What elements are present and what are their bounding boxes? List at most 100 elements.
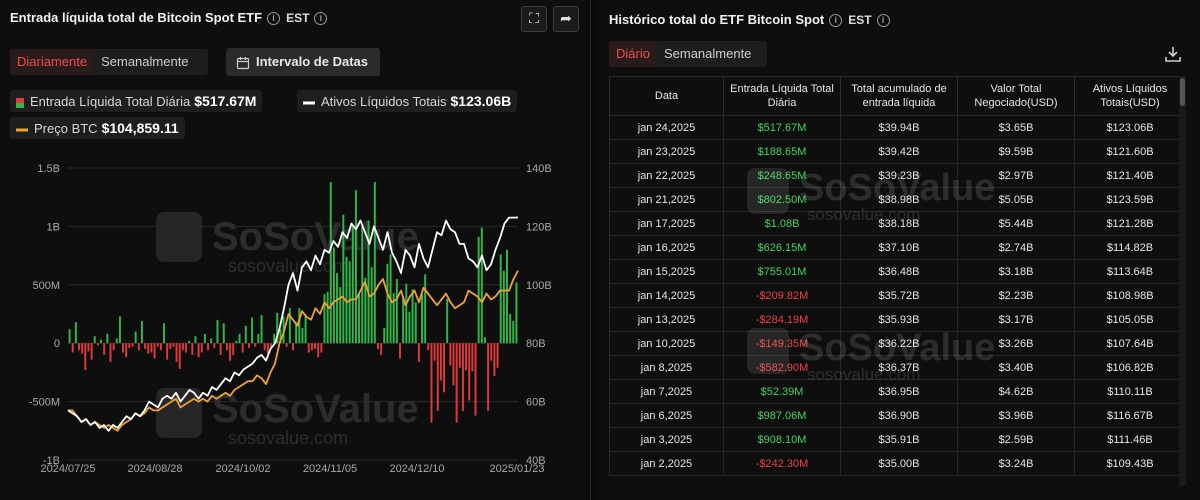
inflow-bar[interactable]	[96, 343, 99, 346]
inflow-bar[interactable]	[424, 274, 427, 344]
inflow-bar[interactable]	[376, 343, 379, 350]
col-header[interactable]: Entrada Líquida Total Diária	[723, 76, 841, 116]
inflow-bar[interactable]	[496, 343, 499, 368]
tab-daily[interactable]: Diário	[609, 41, 657, 67]
inflow-bar[interactable]	[222, 323, 225, 344]
table-row[interactable]: jan 8,2025 -$582.90M $36.37B $3.40B $106.82B	[609, 355, 1186, 380]
tab-weekly[interactable]: Semanalmente	[663, 46, 752, 61]
tab-weekly[interactable]: Semanalmente	[101, 54, 189, 69]
inflow-bar[interactable]	[172, 343, 175, 347]
table-row[interactable]: jan 24,2025 $517.67M $39.94B $3.65B $123.06B	[609, 115, 1186, 140]
inflow-bar[interactable]	[342, 214, 345, 344]
inflow-bar[interactable]	[515, 282, 518, 344]
info-icon[interactable]: i	[876, 14, 890, 28]
inflow-bar[interactable]	[191, 343, 194, 355]
inflow-bar[interactable]	[336, 273, 339, 344]
inflow-bar[interactable]	[411, 289, 414, 344]
inflow-bar[interactable]	[156, 343, 159, 347]
inflow-bar[interactable]	[502, 270, 505, 344]
inflow-bar[interactable]	[326, 291, 329, 344]
inflow-bar[interactable]	[364, 277, 367, 344]
inflow-bar[interactable]	[455, 343, 458, 423]
inflow-bar[interactable]	[153, 343, 156, 359]
inflow-bar[interactable]	[499, 254, 502, 344]
inflow-bar[interactable]	[216, 319, 219, 344]
table-row[interactable]: jan 6,2025 $987.06M $36.90B $3.96B $116.67B	[609, 403, 1186, 428]
inflow-bar[interactable]	[348, 261, 351, 344]
inflow-bar[interactable]	[339, 287, 342, 344]
inflow-bar[interactable]	[509, 314, 512, 344]
inflow-bar[interactable]	[446, 298, 449, 344]
inflow-bar[interactable]	[373, 182, 376, 344]
inflow-bar[interactable]	[178, 343, 181, 369]
inflow-bar[interactable]	[361, 226, 364, 344]
inflow-bar[interactable]	[433, 343, 436, 361]
fullscreen-icon[interactable]: ⛶	[521, 6, 547, 32]
inflow-bar[interactable]	[232, 343, 235, 355]
legend-inflow[interactable]: Entrada Líquida Total Diária $517.67M	[10, 90, 263, 112]
table-row[interactable]: jan 13,2025 -$284.19M $35.93B $3.17B $105.05…	[609, 307, 1186, 332]
inflow-bar[interactable]	[225, 343, 228, 351]
inflow-bar[interactable]	[244, 325, 247, 344]
inflow-bar[interactable]	[247, 343, 250, 348]
table-scrollbar[interactable]	[1179, 76, 1186, 486]
inflow-bar[interactable]	[512, 321, 515, 344]
table-row[interactable]: jan 2,2025 -$242.30M $35.00B $3.24B $109.43B	[609, 451, 1186, 476]
table-row[interactable]: jan 17,2025 $1.08B $38.18B $5.44B $121.28B	[609, 211, 1186, 236]
inflow-bar[interactable]	[477, 236, 480, 344]
legend-assets[interactable]: Ativos Líquidos Totais $123.06B	[297, 90, 518, 112]
inflow-bar[interactable]	[307, 343, 310, 353]
inflow-bar[interactable]	[354, 190, 357, 344]
inflow-bar[interactable]	[345, 256, 348, 344]
inflow-bar[interactable]	[109, 343, 112, 362]
inflow-bar[interactable]	[351, 225, 354, 344]
inflow-bar[interactable]	[320, 343, 323, 353]
inflow-bar[interactable]	[301, 328, 304, 344]
inflow-bar[interactable]	[310, 343, 313, 351]
inflow-bar[interactable]	[329, 182, 332, 344]
inflow-bar[interactable]	[241, 343, 244, 353]
table-row[interactable]: jan 23,2025 $188.65M $39.42B $9.59B $121.60B	[609, 139, 1186, 164]
inflow-bar[interactable]	[219, 343, 222, 355]
inflow-bar[interactable]	[207, 343, 210, 351]
inflow-bar[interactable]	[71, 343, 74, 353]
col-header[interactable]: Valor Total Negociado(USD)	[957, 76, 1075, 116]
table-row[interactable]: jan 15,2025 $755.01M $36.48B $3.18B $113.64B	[609, 259, 1186, 284]
inflow-bar[interactable]	[122, 343, 125, 353]
inflow-bar[interactable]	[147, 343, 150, 354]
inflow-bar[interactable]	[131, 343, 134, 347]
inflow-bar[interactable]	[257, 333, 260, 344]
table-scrollbar-thumb[interactable]	[1180, 78, 1185, 106]
inflow-bar[interactable]	[144, 343, 147, 350]
inflow-bar[interactable]	[197, 343, 200, 358]
inflow-bar[interactable]	[266, 343, 269, 354]
inflow-bar[interactable]	[175, 343, 178, 362]
inflow-bar[interactable]	[421, 294, 423, 344]
inflow-bar[interactable]	[260, 315, 263, 344]
inflow-bar[interactable]	[399, 343, 401, 359]
inflow-bar[interactable]	[367, 220, 370, 344]
inflow-bar[interactable]	[285, 343, 288, 347]
inflow-bar[interactable]	[128, 343, 131, 348]
inflow-bar[interactable]	[474, 343, 477, 416]
date-range-button[interactable]: Intervalo de Datas	[226, 48, 380, 76]
inflow-bar[interactable]	[427, 343, 430, 351]
info-icon[interactable]: i	[267, 12, 281, 26]
inflow-bar[interactable]	[185, 343, 187, 353]
inflow-bar[interactable]	[103, 343, 106, 355]
inflow-bar[interactable]	[134, 331, 137, 344]
inflow-bar[interactable]	[468, 343, 471, 401]
inflow-bar[interactable]	[304, 314, 307, 344]
inflow-bar[interactable]	[295, 322, 298, 344]
table-row[interactable]: jan 3,2025 $908.10M $35.91B $2.59B $111.46B	[609, 427, 1186, 452]
inflow-bar[interactable]	[380, 343, 383, 355]
inflow-bar[interactable]	[90, 343, 93, 360]
inflow-bar[interactable]	[81, 343, 84, 354]
inflow-bar[interactable]	[84, 343, 87, 371]
btc-price-line[interactable]	[68, 270, 519, 432]
inflow-bar[interactable]	[408, 311, 411, 344]
inflow-bar[interactable]	[323, 294, 326, 344]
table-row[interactable]: jan 16,2025 $626.15M $37.10B $2.74B $114.82B	[609, 235, 1186, 260]
inflow-bar[interactable]	[251, 317, 254, 344]
inflow-bar[interactable]	[405, 283, 408, 344]
